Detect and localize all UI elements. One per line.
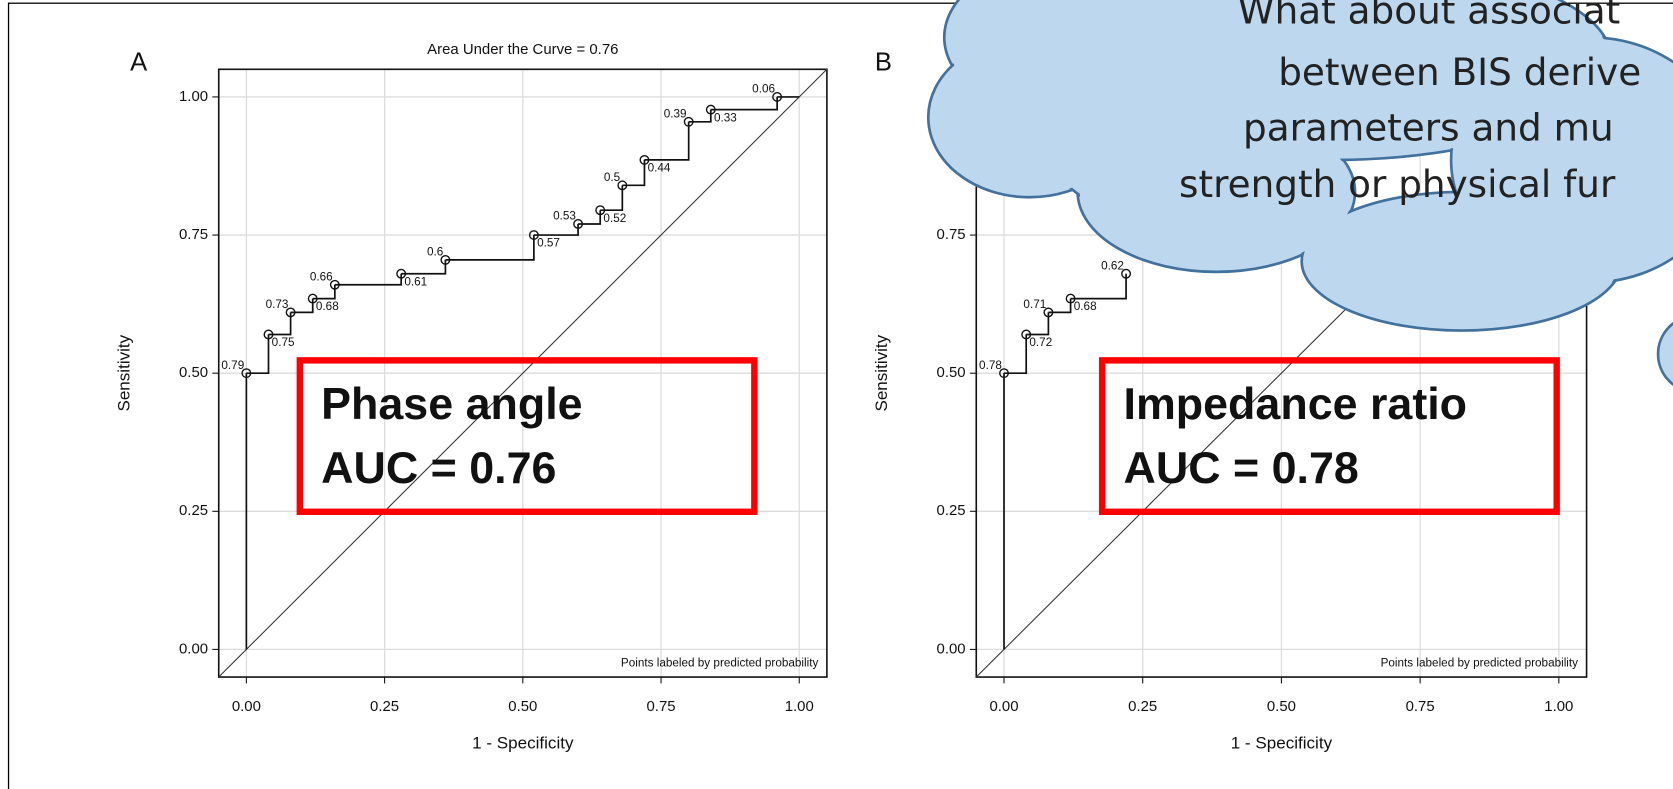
note: Points labeled by predicted probability: [621, 656, 819, 669]
point-label: 0.6: [427, 246, 443, 259]
cloud-puff: [1058, 103, 1289, 217]
chart-title: Area Under the Curve = 0.76: [427, 41, 618, 58]
point-label: 0.68: [1074, 300, 1097, 313]
reference-diagonal: [218, 68, 828, 678]
x-axis-label: 1 - Specificity: [1231, 734, 1333, 753]
x-tick-label: 0.50: [1267, 698, 1296, 715]
slide-border: [7, 2, 1673, 789]
annotation-box: [296, 357, 758, 515]
cloud-bubble: [1656, 321, 1673, 387]
point-label: 0.66: [310, 270, 333, 283]
point-label: 0.33: [714, 111, 737, 124]
point-label: 0.06: [752, 83, 775, 96]
y-tick-label: 0.00: [179, 640, 208, 657]
x-axis-label: 1 - Specificity: [472, 734, 574, 753]
chart: 0.000.250.500.751.000.000.250.500.751.00…: [872, 49, 1588, 753]
annotation-text: Impedance ratio: [1124, 379, 1468, 429]
x-tick-label: 0.75: [647, 698, 676, 715]
point-label: 0.75: [272, 336, 295, 349]
cloud-puff: [1453, 39, 1673, 281]
y-axis-label: Sensitivity: [872, 334, 891, 411]
roc-step: [710, 96, 778, 111]
annotation-text: Phase angle: [321, 379, 582, 429]
roc-step: [334, 273, 403, 286]
panel-letter: A: [130, 49, 148, 77]
y-tick-label: 1.00: [179, 88, 208, 105]
x-tick-label: 0.00: [989, 698, 1018, 715]
y-tick-label: 0.00: [937, 640, 966, 657]
y-tick-label: 0.75: [937, 226, 966, 243]
plot-frame: [217, 68, 828, 678]
y-axis-label: Sensitivity: [114, 334, 133, 411]
point-label: 0.62: [1101, 259, 1124, 272]
point-label: 0.57: [537, 237, 560, 250]
x-tick-label: 0.25: [370, 698, 399, 715]
roc-step: [600, 185, 624, 212]
annotation-box: [1098, 357, 1560, 515]
roc-step: [445, 235, 535, 261]
roc-step: [533, 224, 579, 236]
panel-letter: B: [875, 49, 892, 77]
y-tick-label: 0.50: [937, 364, 966, 381]
point-label: 0.44: [648, 162, 671, 175]
point-label: 0.5: [604, 171, 621, 184]
point-label: 0.52: [603, 212, 626, 225]
roc-step: [401, 259, 447, 275]
annotation-text: AUC = 0.76: [321, 443, 556, 493]
callout-text: strength or physical fur: [1179, 162, 1616, 206]
x-tick-label: 1.00: [785, 698, 814, 715]
point-label: 0.73: [266, 298, 289, 311]
point-label: 0.39: [664, 107, 687, 120]
x-tick-label: 0.50: [508, 698, 537, 715]
point-label: 0.53: [553, 210, 576, 223]
x-tick-label: 0.75: [1406, 698, 1435, 715]
roc-step: [622, 159, 646, 187]
roc-point: [1121, 268, 1132, 279]
point-label: 0.72: [1029, 336, 1052, 349]
roc-step: [268, 312, 292, 336]
x-tick-label: 1.00: [1544, 698, 1573, 715]
y-tick-label: 0.50: [179, 364, 208, 381]
callout-text: between BIS derive: [1278, 50, 1641, 94]
chart: 0.00 0.25 0.50 0.75 1.00 0.00 0.25 0.50 0.75 1.00…: [114, 41, 828, 753]
roc-step: [1004, 334, 1028, 375]
callout-text: What about associat: [1238, 0, 1621, 32]
x-tick-label: 0.00: [232, 698, 261, 715]
point-label: 0.68: [316, 300, 339, 313]
point-label: 0.79: [221, 359, 244, 372]
note: Points labeled by predicted probability: [1381, 656, 1579, 669]
point-label: 0.61: [404, 275, 427, 288]
point-label: 0.71: [1023, 298, 1046, 311]
point-label: 0.78: [979, 359, 1002, 372]
roc-step: [1070, 273, 1127, 300]
y-tick-label: 0.75: [179, 226, 208, 243]
annotation-text: AUC = 0.78: [1124, 443, 1359, 493]
roc-step: [644, 121, 690, 161]
x-tick-label: 0.25: [1128, 698, 1157, 715]
callout-cloud: What about associat between BIS derive par…: [926, 0, 1673, 387]
roc-step: [1026, 312, 1050, 336]
roc-step: [246, 334, 270, 375]
callout-text: parameters and mu: [1243, 106, 1614, 150]
y-tick-label: 0.25: [179, 502, 208, 519]
y-tick-label: 0.25: [937, 502, 966, 519]
